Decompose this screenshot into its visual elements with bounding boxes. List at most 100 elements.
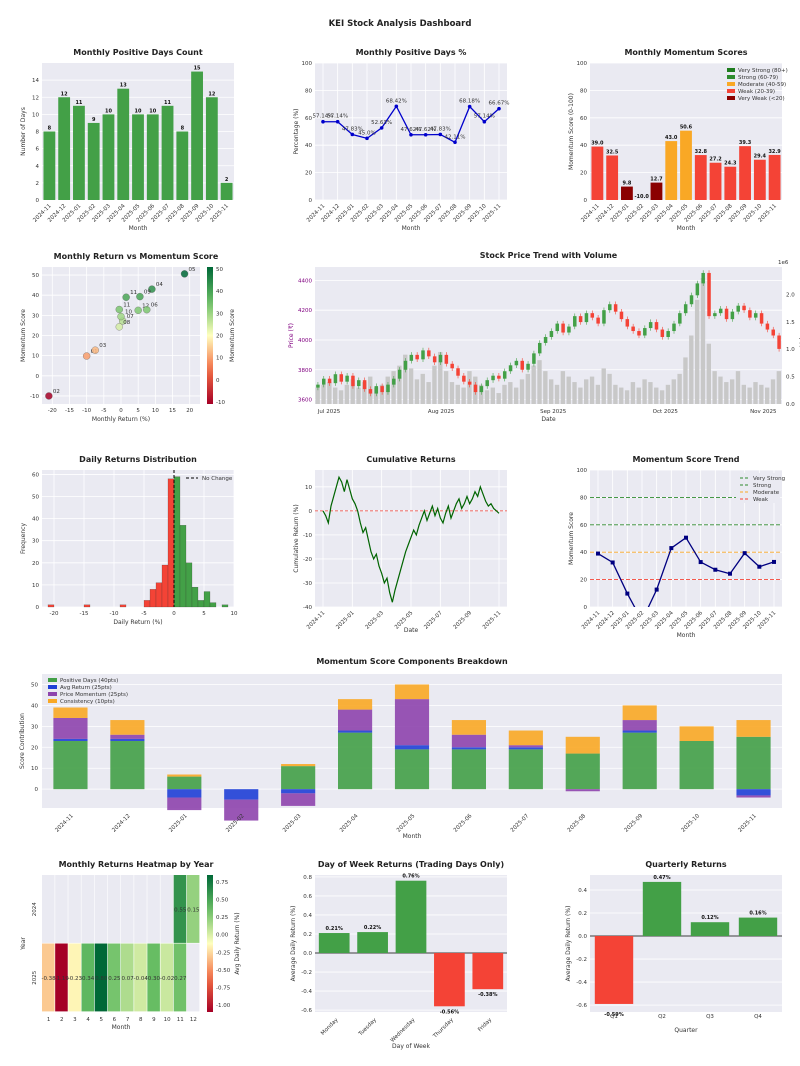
candle-body	[386, 384, 390, 393]
legend-swatch	[727, 82, 735, 86]
x-tick-label: 12	[190, 1017, 197, 1023]
candle-body	[526, 363, 530, 370]
volume-bar	[712, 371, 717, 404]
x-tick-label: 10	[231, 611, 238, 617]
candle-body	[374, 386, 379, 394]
heatmap-cell-label: -0.02	[160, 976, 174, 982]
x-tick-label: 20	[186, 408, 193, 414]
x-tick-label: -5	[141, 611, 147, 617]
y-tick-label: 12	[32, 95, 39, 101]
heatmap-cell	[173, 943, 187, 1012]
positive-days-bar	[73, 105, 85, 200]
momentum-score-bar	[665, 141, 678, 200]
scatter-point-label: 05	[189, 267, 196, 273]
histogram-bar	[179, 525, 187, 608]
trend-group	[596, 535, 776, 607]
legend-label: Very Weak (<20)	[738, 96, 785, 102]
x-axis-label: Date	[541, 416, 556, 423]
volume-bar	[607, 373, 612, 404]
histogram-bar	[161, 564, 169, 608]
scatter-point	[117, 312, 125, 321]
positive-pct-point	[453, 140, 457, 145]
volume-bar	[595, 384, 601, 404]
momentum-trend-point	[625, 591, 630, 596]
x-tick-label: -10	[110, 611, 119, 617]
volume-bar	[344, 384, 350, 404]
component-bar	[736, 720, 771, 737]
positive-pct-label: 47.62%	[401, 127, 422, 133]
positive-pct-point	[482, 119, 487, 124]
x-axis-label: Month	[677, 632, 696, 639]
candle-body	[736, 305, 740, 312]
candle-body	[339, 374, 344, 382]
x-tick-label: Tuesday	[357, 1017, 378, 1038]
candle-body	[549, 331, 554, 337]
volume-bar	[747, 387, 752, 404]
candle-body	[555, 323, 560, 332]
legend-label: Consistency (10pts)	[60, 699, 115, 705]
momentum-score-bar	[606, 155, 619, 200]
candle-body	[765, 323, 770, 330]
heatmap-cell	[107, 943, 121, 1012]
y-tick-label: 0.2	[303, 932, 312, 938]
component-bar	[394, 745, 430, 750]
y-tick-label: -0.4	[576, 980, 587, 986]
candle-body	[456, 368, 460, 376]
volume-bar	[578, 387, 583, 404]
volume-bar	[554, 384, 560, 404]
legend-label: Weak (20-39)	[738, 89, 775, 95]
candle-body	[322, 378, 326, 385]
component-bar	[451, 734, 486, 748]
y-tick-label: 0	[35, 787, 39, 793]
volume-bar	[718, 376, 723, 404]
x-tick-label: 10	[152, 408, 159, 414]
month-tick-label: 2024-12	[111, 813, 131, 833]
heatmap-cell-label: -0.04	[134, 976, 149, 982]
heatmap-cell	[42, 875, 55, 943]
quarterly-value-label: 0.16%	[749, 911, 766, 917]
candle-body	[409, 354, 414, 361]
x-tick-label: 0	[172, 611, 176, 617]
x-tick-label: -10	[82, 408, 91, 414]
histogram-bar	[167, 478, 175, 608]
component-bar	[565, 789, 600, 792]
x-tick-label: Q4	[754, 1014, 762, 1020]
y-tick-label: 0.2	[578, 911, 587, 917]
component-bar	[736, 736, 771, 790]
x-tick-label: 3	[73, 1017, 77, 1023]
y-tick-label: -0.2	[301, 970, 312, 976]
momentum-scores-title: Monthly Momentum Scores	[624, 48, 747, 57]
month-tick-label: 2025-01	[168, 813, 188, 833]
month-tick-label: 2025-06	[453, 813, 474, 834]
volume-bar	[560, 371, 566, 404]
x-tick-label: Nov 2025	[750, 409, 777, 415]
colorbar-label: Avg Daily Return (%)	[234, 912, 241, 974]
x-tick-label: 7	[126, 1017, 130, 1023]
component-bar	[281, 789, 316, 794]
component-bar	[53, 738, 88, 741]
histogram-bar	[197, 600, 205, 608]
positive-days-bar	[87, 122, 100, 200]
candle-body	[730, 311, 735, 320]
legend-swatch	[48, 692, 57, 696]
y-tick-label: -30	[303, 581, 312, 587]
histogram-bar	[173, 476, 181, 608]
y-tick-label: 10	[32, 112, 39, 118]
volume-bar	[455, 384, 460, 404]
colorbar-tick-label: 30	[216, 311, 223, 317]
quarterly-value-label: 0.12%	[701, 915, 718, 921]
candle-body	[491, 375, 495, 381]
positive-days-bar	[220, 182, 233, 200]
colorbar-tick-label: 10	[216, 356, 223, 362]
y-tick-label: 80	[305, 88, 312, 94]
positive-days-value: 2	[225, 177, 229, 183]
quarterly-bar	[594, 936, 634, 1004]
component-bar	[508, 747, 543, 750]
candle-body	[514, 360, 519, 366]
dow-bar	[472, 953, 504, 990]
momentum-trend-point	[684, 535, 688, 540]
candle-body	[473, 384, 478, 393]
histogram-bar	[221, 604, 229, 608]
